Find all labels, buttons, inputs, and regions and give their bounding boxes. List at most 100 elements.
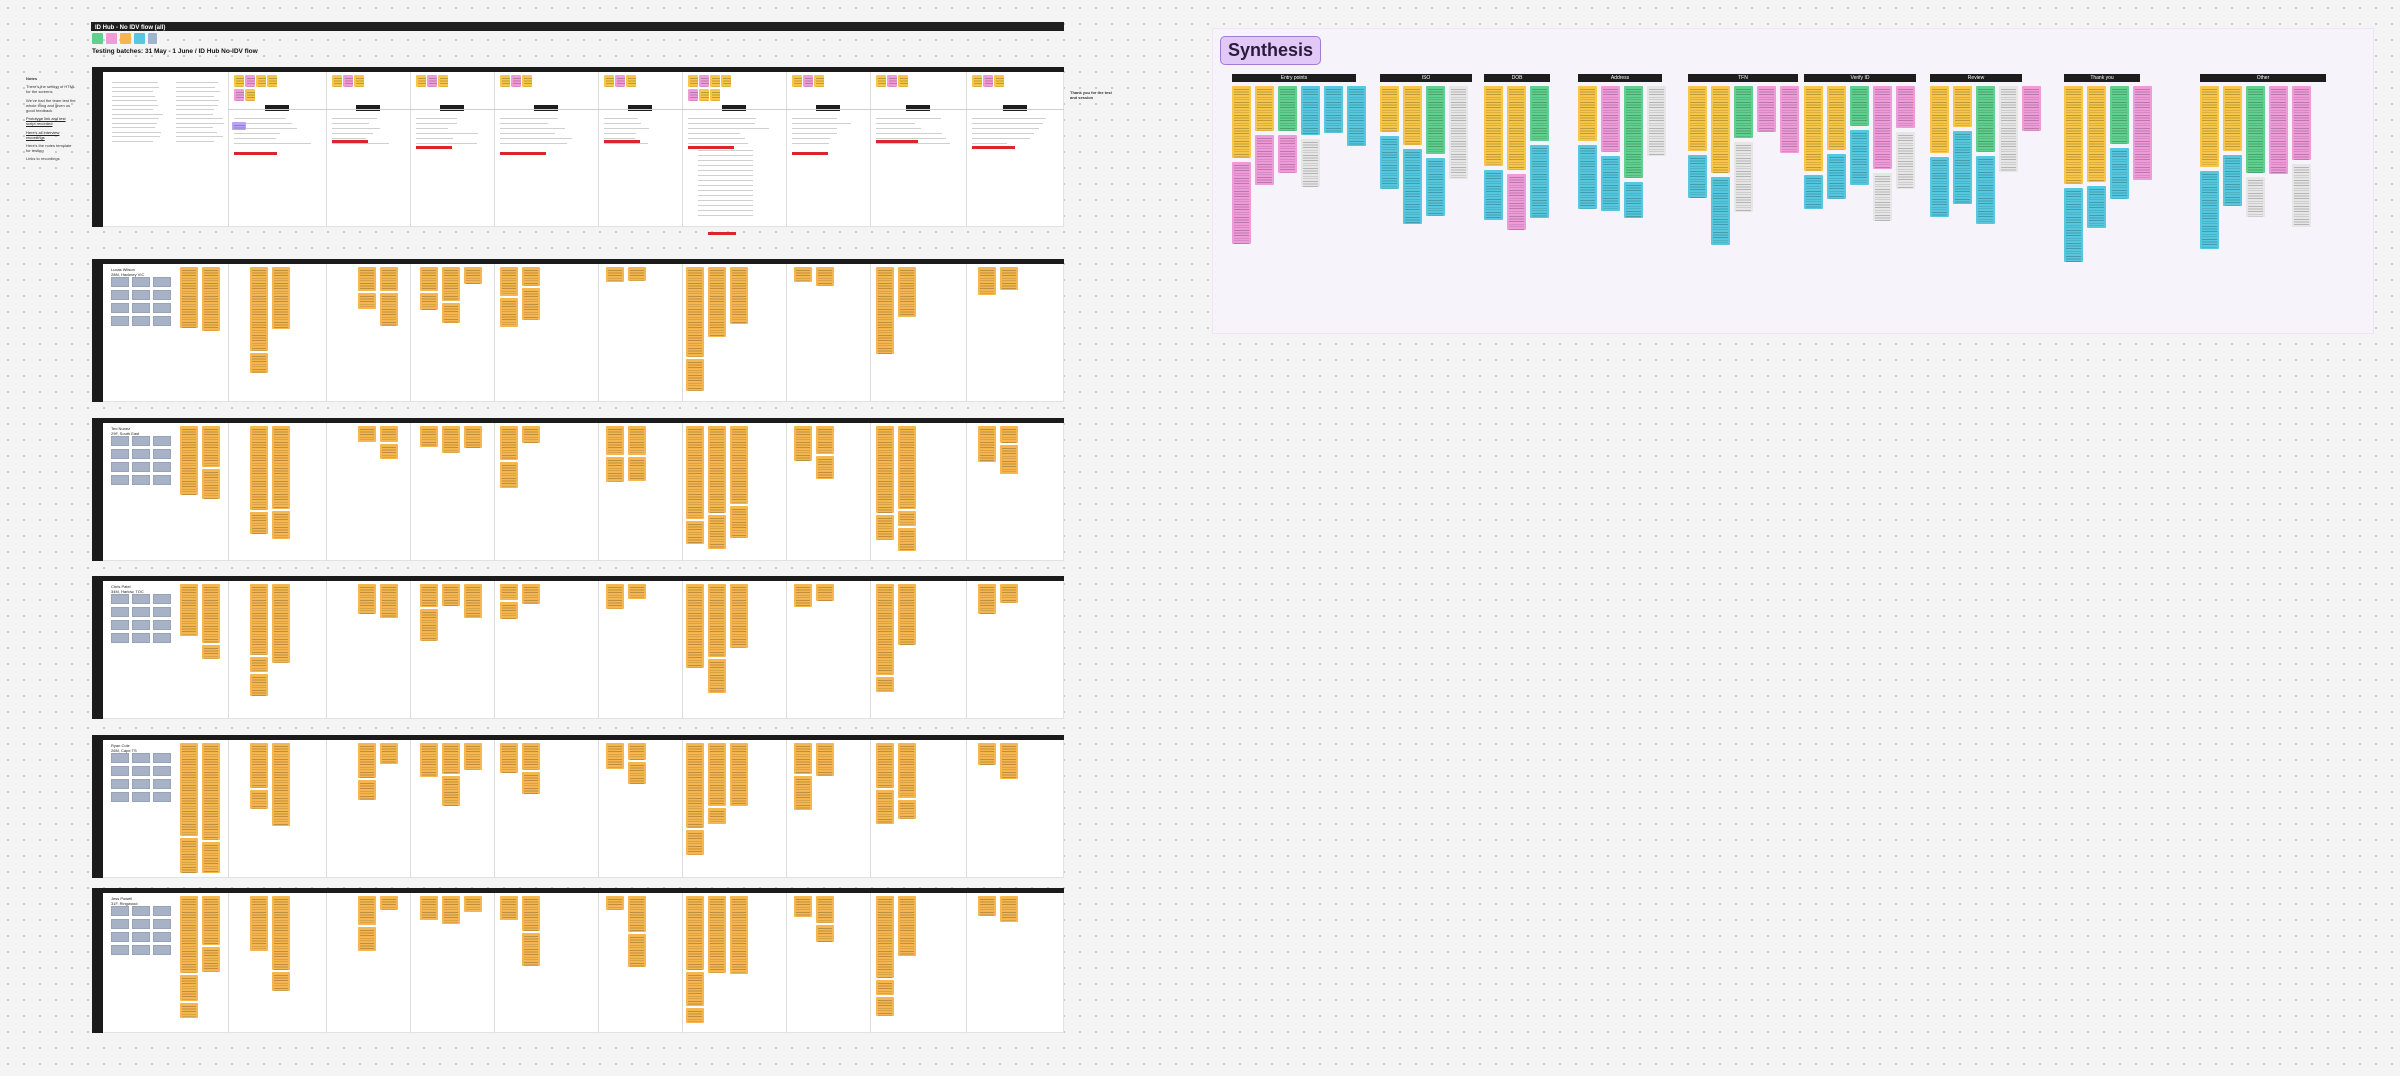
screen-thumbnail[interactable]: [132, 594, 150, 604]
notes-link-1[interactable]: Prototype link and test script recorded: [26, 116, 66, 127]
finding-sticky-note[interactable]: [464, 896, 482, 912]
synthesis-sticky-note[interactable]: [1278, 134, 1297, 173]
synthesis-sticky-note[interactable]: [1426, 157, 1445, 216]
finding-sticky-note[interactable]: [202, 426, 220, 467]
finding-sticky-note[interactable]: [876, 677, 894, 692]
synthesis-sticky-note[interactable]: [1647, 86, 1666, 156]
synthesis-sticky-note[interactable]: [1403, 148, 1422, 224]
participant-section[interactable]: [92, 735, 1064, 878]
finding-sticky-note[interactable]: [202, 267, 220, 331]
synthesis-theme-header[interactable]: Entry points: [1232, 74, 1356, 82]
finding-sticky-note[interactable]: [250, 353, 268, 374]
screen-thumbnail[interactable]: [111, 449, 129, 459]
flow-sticky-note[interactable]: [814, 75, 824, 87]
screen-thumbnail[interactable]: [153, 303, 171, 313]
finding-sticky-note[interactable]: [500, 601, 518, 620]
flow-sticky-note[interactable]: [500, 75, 510, 87]
synthesis-sticky-note[interactable]: [1896, 131, 1915, 190]
finding-sticky-note[interactable]: [628, 761, 646, 785]
finding-sticky-note[interactable]: [898, 799, 916, 820]
finding-sticky-note[interactable]: [816, 896, 834, 924]
screen-thumbnail[interactable]: [153, 475, 171, 485]
screen-thumbnail[interactable]: [111, 607, 129, 617]
synthesis-sticky-note[interactable]: [1403, 86, 1422, 145]
finding-sticky-note[interactable]: [380, 743, 398, 765]
synthesis-sticky-note[interactable]: [1578, 145, 1597, 210]
synthesis-sticky-note[interactable]: [1711, 176, 1730, 245]
finding-sticky-note[interactable]: [794, 584, 812, 607]
finding-sticky-note[interactable]: [442, 426, 460, 454]
finding-sticky-note[interactable]: [202, 947, 220, 972]
synthesis-sticky-note[interactable]: [1601, 155, 1620, 212]
synthesis-theme-header[interactable]: DOB: [1484, 74, 1550, 82]
synthesis-sticky-note[interactable]: [1530, 145, 1549, 219]
synthesis-sticky-note[interactable]: [1484, 170, 1503, 220]
synthesis-sticky-note[interactable]: [1380, 136, 1399, 189]
synthesis-sticky-note[interactable]: [1578, 86, 1597, 142]
synthesis-sticky-note[interactable]: [2200, 86, 2219, 168]
screen-thumbnail[interactable]: [153, 607, 171, 617]
screen-thumbnail[interactable]: [111, 316, 129, 326]
finding-sticky-note[interactable]: [420, 267, 438, 292]
finding-sticky-note[interactable]: [442, 584, 460, 606]
flow-sticky-note[interactable]: [522, 75, 532, 87]
synthesis-sticky-note[interactable]: [1757, 86, 1776, 133]
synthesis-sticky-note[interactable]: [2087, 86, 2106, 182]
finding-sticky-note[interactable]: [180, 974, 198, 1001]
synthesis-sticky-note[interactable]: [1301, 86, 1320, 135]
finding-sticky-note[interactable]: [876, 980, 894, 995]
synthesis-theme-header[interactable]: Thank you: [2064, 74, 2140, 82]
synthesis-theme-header[interactable]: Address: [1578, 74, 1662, 82]
finding-sticky-note[interactable]: [420, 293, 438, 311]
finding-sticky-note[interactable]: [180, 838, 198, 874]
flow-sticky-note[interactable]: [792, 75, 802, 87]
synthesis-sticky-note[interactable]: [1873, 173, 1892, 222]
finding-sticky-note[interactable]: [628, 267, 646, 282]
finding-sticky-note[interactable]: [978, 896, 996, 916]
finding-sticky-note[interactable]: [202, 841, 220, 874]
screen-thumbnail[interactable]: [132, 792, 150, 802]
finding-sticky-note[interactable]: [272, 426, 290, 510]
finding-sticky-note[interactable]: [380, 896, 398, 910]
screen-thumbnail[interactable]: [132, 436, 150, 446]
finding-sticky-note[interactable]: [628, 896, 646, 932]
cta-button[interactable]: [876, 140, 918, 143]
screen-thumbnail[interactable]: [132, 449, 150, 459]
flow-sticky-note[interactable]: [688, 89, 698, 101]
flow-screen-heading[interactable]: [628, 105, 652, 111]
screen-thumbnail[interactable]: [132, 779, 150, 789]
screen-thumbnail[interactable]: [153, 945, 171, 955]
screen-thumbnail[interactable]: [132, 766, 150, 776]
participant-section[interactable]: [92, 576, 1064, 719]
synthesis-sticky-note[interactable]: [1930, 86, 1949, 153]
finding-sticky-note[interactable]: [358, 426, 376, 442]
finding-sticky-note[interactable]: [522, 896, 540, 932]
screen-thumbnail[interactable]: [111, 945, 129, 955]
finding-sticky-note[interactable]: [464, 743, 482, 770]
finding-sticky-note[interactable]: [500, 267, 518, 297]
finding-sticky-note[interactable]: [686, 521, 704, 545]
synthesis-theme-header[interactable]: ISO: [1380, 74, 1472, 82]
screen-thumbnail[interactable]: [153, 594, 171, 604]
finding-sticky-note[interactable]: [628, 743, 646, 760]
finding-sticky-note[interactable]: [1000, 267, 1018, 290]
finding-sticky-note[interactable]: [358, 267, 376, 291]
screen-thumbnail[interactable]: [111, 620, 129, 630]
synthesis-sticky-note[interactable]: [2292, 86, 2311, 161]
finding-sticky-note[interactable]: [202, 743, 220, 840]
synthesis-sticky-note[interactable]: [1999, 86, 2018, 172]
participant-section[interactable]: [92, 888, 1064, 1033]
finding-sticky-note[interactable]: [380, 267, 398, 292]
finding-sticky-note[interactable]: [358, 292, 376, 309]
flow-sticky-note[interactable]: [234, 75, 244, 87]
finding-sticky-note[interactable]: [180, 1002, 198, 1018]
finding-sticky-note[interactable]: [686, 267, 704, 357]
screen-thumbnail[interactable]: [132, 316, 150, 326]
cta-button[interactable]: [416, 146, 452, 149]
synthesis-sticky-note[interactable]: [1507, 174, 1526, 230]
screen-thumbnail[interactable]: [111, 475, 129, 485]
finding-sticky-note[interactable]: [794, 743, 812, 774]
screen-thumbnail[interactable]: [111, 906, 129, 916]
board-title-bar[interactable]: ID Hub - No IDV flow (all): [91, 22, 1064, 31]
